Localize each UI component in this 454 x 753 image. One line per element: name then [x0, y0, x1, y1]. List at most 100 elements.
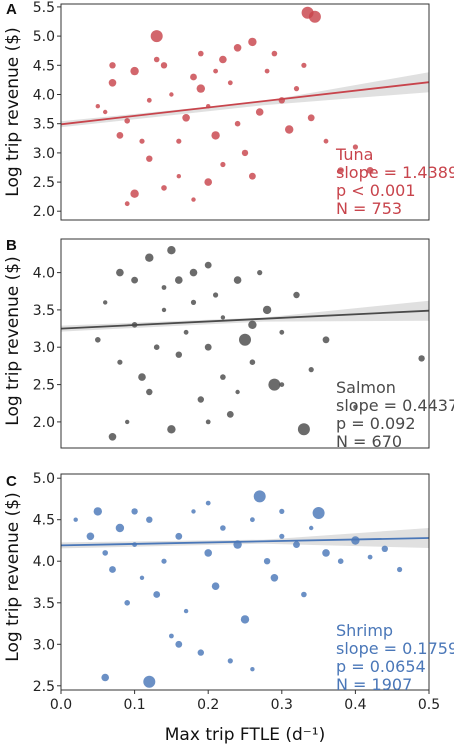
data-point [301, 591, 307, 598]
points-layer [73, 490, 403, 688]
y-axis-label: Log trip revenue ($) [3, 27, 23, 196]
data-point [124, 201, 130, 207]
data-point [116, 268, 124, 277]
annotation-slope: slope = 0.4437 [336, 396, 454, 415]
plot-frame [60, 473, 430, 691]
data-point [183, 608, 189, 614]
data-point [198, 50, 204, 57]
data-point [279, 382, 285, 387]
data-point [176, 138, 182, 144]
data-point [241, 149, 249, 157]
regression-line [61, 309, 429, 330]
data-point [161, 307, 167, 313]
data-point [226, 411, 234, 418]
y-tick-label: 3.5 [33, 596, 55, 612]
data-point [175, 532, 183, 540]
data-point [175, 351, 182, 358]
data-point [293, 291, 300, 299]
stats-annotation: Tuna slope = 1.4389 p < 0.001 N = 753 [335, 145, 454, 218]
data-point [191, 509, 196, 514]
data-point [248, 320, 257, 329]
data-point [337, 558, 344, 564]
data-point [204, 178, 212, 186]
data-point [271, 50, 278, 57]
y-tick-label: 3.0 [33, 340, 55, 356]
data-point [255, 108, 264, 116]
data-point [146, 155, 153, 162]
stats-annotation: Salmon slope = 0.4437 p = 0.092 N = 670 [336, 378, 454, 451]
annotation-p-value: p = 0.092 [336, 414, 416, 433]
data-point [367, 554, 373, 560]
annotation-n: N = 753 [336, 199, 402, 218]
data-point [205, 500, 211, 506]
y-tick-label: 5.5 [33, 0, 55, 16]
data-point [146, 97, 152, 103]
regression-line [61, 537, 429, 547]
data-point [204, 343, 212, 351]
data-point [131, 276, 139, 284]
data-point [116, 132, 124, 139]
data-point [257, 270, 263, 276]
y-ticks: 2.0 2.5 3.0 3.5 4.0 [33, 266, 61, 431]
data-point [220, 161, 226, 168]
x-axis-label: Max trip FTLE (d⁻¹) [165, 725, 325, 745]
y-tick-label: 5.0 [33, 29, 55, 45]
data-point [308, 367, 314, 373]
data-point [279, 508, 285, 514]
data-point [176, 174, 181, 179]
data-point [86, 532, 95, 541]
data-point [139, 575, 145, 580]
data-point [73, 517, 78, 522]
data-point [249, 172, 256, 180]
data-point [102, 550, 108, 556]
annotation-species: Salmon [336, 378, 396, 397]
data-point [351, 536, 360, 545]
plot-frame [60, 238, 430, 449]
data-point [308, 10, 321, 23]
data-point [169, 92, 174, 97]
data-point [250, 667, 255, 672]
confidence-band [61, 528, 429, 549]
x-tick-label: 0.0 [50, 697, 72, 713]
data-point [279, 329, 285, 335]
data-point [108, 433, 117, 441]
data-point [130, 189, 139, 198]
data-point [322, 336, 330, 344]
data-point [239, 333, 251, 346]
regression-line [61, 81, 429, 126]
data-point [219, 55, 227, 64]
data-point [175, 640, 183, 648]
data-point [227, 80, 233, 86]
data-point [167, 246, 176, 255]
data-point [240, 615, 250, 624]
y-tick-label: 4.0 [33, 88, 55, 104]
data-point [418, 355, 425, 362]
data-point [115, 523, 125, 533]
fit-layer [61, 528, 429, 549]
panel-letter: C [6, 473, 17, 490]
data-point [143, 675, 156, 688]
y-tick-label: 3.5 [33, 117, 55, 133]
y-tick-label: 2.0 [33, 415, 55, 431]
y-tick-label: 4.0 [33, 266, 55, 282]
data-point [233, 44, 242, 52]
panel-letter: A [6, 1, 17, 18]
data-point [204, 261, 212, 269]
data-point [101, 673, 109, 682]
data-point [264, 68, 270, 74]
points-layer [95, 6, 374, 207]
data-point [161, 285, 167, 290]
data-point [337, 167, 344, 174]
annotation-slope: slope = 0.1759 [336, 639, 454, 658]
data-point [213, 68, 219, 74]
data-point [262, 305, 272, 315]
data-point [191, 197, 196, 202]
data-point [297, 423, 310, 436]
y-ticks: 2.0 2.5 3.0 3.5 4.0 4.5 5.0 5.5 [33, 0, 61, 220]
y-tick-label: 4.5 [33, 58, 55, 74]
data-point [196, 84, 205, 93]
data-point [307, 114, 315, 122]
data-point [293, 86, 300, 92]
data-point [108, 79, 117, 87]
annotation-slope: slope = 1.4389 [336, 163, 454, 182]
